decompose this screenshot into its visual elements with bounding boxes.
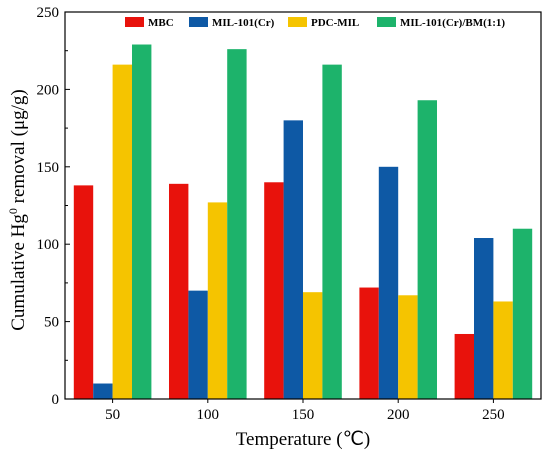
bar-PDC-MIL-250 [493,301,513,399]
legend-swatch-PDC-MIL [288,17,307,27]
y-tick-label: 50 [44,315,59,331]
bar-MIL-101(Cr)/BM(1:1)-250 [512,228,533,399]
bar-PDC-MIL-200 [398,295,418,399]
legend-label-MIL-101(Cr): MIL-101(Cr) [212,17,275,29]
x-tick-label: 50 [105,407,120,423]
bar-MBC-50 [73,185,94,399]
x-tick-label: 150 [292,407,315,423]
y-axis-title: Cumulative Hg0 removal (μg/g) [6,89,29,331]
x-axis: 50 100 150 200 250 [105,399,505,423]
y-tick-label: 100 [37,237,60,253]
legend-label-PDC-MIL: PDC-MIL [311,17,359,29]
bar-PDC-MIL-150 [303,292,323,399]
bars-layer [73,44,533,400]
bar-MBC-250 [454,333,474,399]
y-tick-label: 250 [37,5,60,21]
y-axis-title-main: Cumulative Hg [8,214,29,331]
bar-MIL-101(Cr)-50 [93,383,113,399]
legend-swatch-MBC [125,17,144,27]
bar-MBC-150 [264,182,284,399]
bar-MIL-101(Cr)/BM(1:1)-50 [132,44,152,399]
y-axis-title-rest: removal (μg/g) [8,89,29,208]
bar-MBC-100 [169,183,189,399]
x-tick-label: 200 [387,407,410,423]
y-axis-title-superscript: 0 [6,208,20,214]
bar-MBC-200 [359,287,379,399]
x-tick-label: 100 [197,407,220,423]
bar-MIL-101(Cr)-150 [283,120,303,400]
bar-MIL-101(Cr)-250 [474,238,494,399]
bar-MIL-101(Cr)/BM(1:1)-150 [322,64,342,399]
legend-swatch-MIL-101(Cr)/BM(1:1) [377,17,396,27]
bar-PDC-MIL-50 [112,64,132,399]
y-tick-label: 150 [37,160,60,176]
y-tick-label: 0 [52,392,60,408]
legend: MBC MIL-101(Cr) PDC-MIL MIL-101(Cr)/BM(1:1) [125,17,505,29]
legend-swatch-MIL-101(Cr) [189,17,208,27]
x-axis-title: Temperature (℃) [236,429,370,450]
y-tick-label: 200 [37,82,60,98]
legend-label-MIL-101(Cr)/BM(1:1): MIL-101(Cr)/BM(1:1) [400,17,505,29]
bar-MIL-101(Cr)/BM(1:1)-100 [227,49,247,400]
bar-MIL-101(Cr)/BM(1:1)-200 [417,100,437,400]
bar-PDC-MIL-100 [207,202,228,399]
legend-label-MBC: MBC [148,17,174,29]
bar-MIL-101(Cr)-200 [378,166,399,399]
x-tick-label: 250 [482,407,505,423]
bar-MIL-101(Cr)-100 [188,290,208,399]
y-axis: 0 50 100 150 200 250 [37,5,70,408]
